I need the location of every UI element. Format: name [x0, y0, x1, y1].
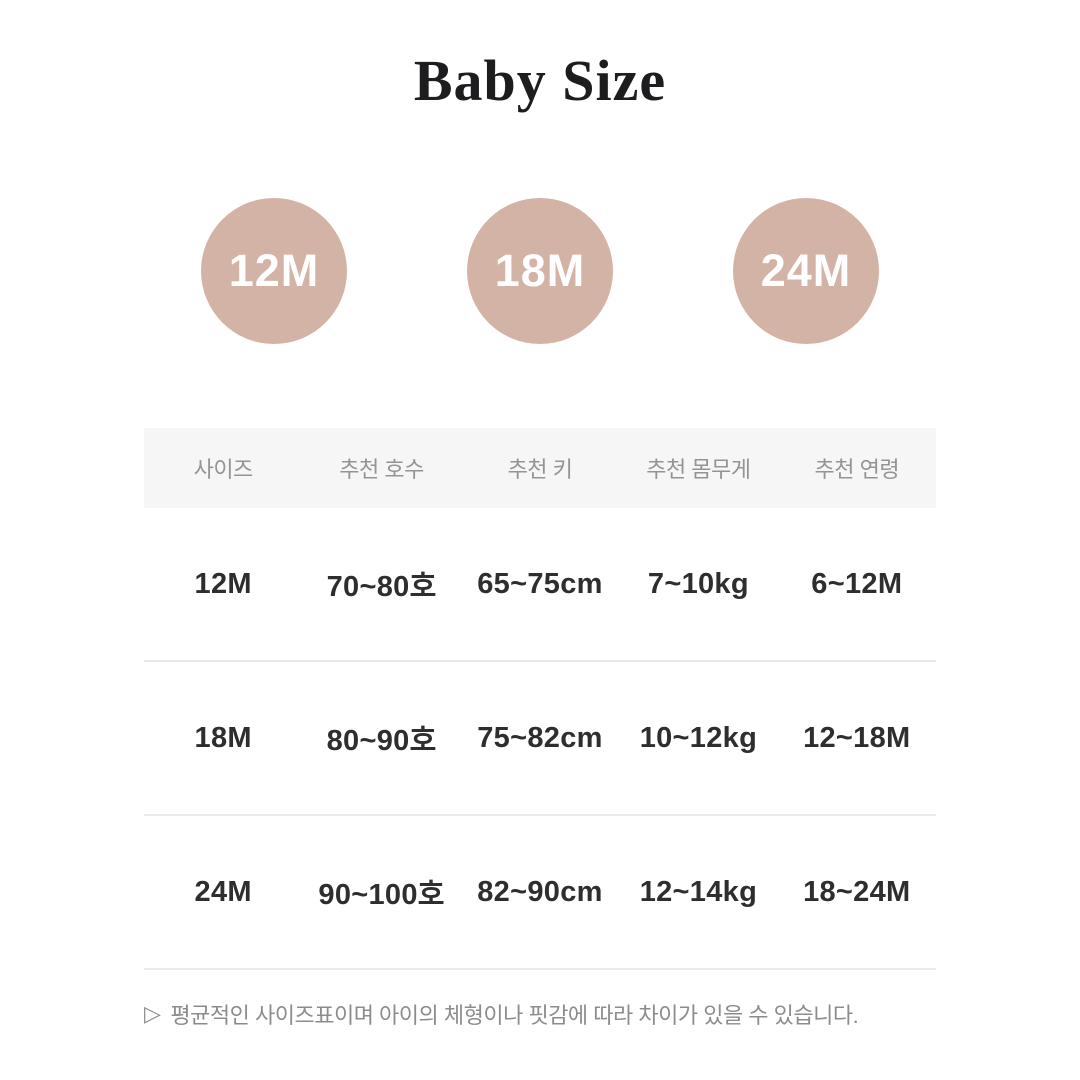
column-header-size: 사이즈: [193, 457, 254, 482]
cell-height: 75~82cm: [477, 721, 603, 754]
cell-size: 18M: [194, 721, 252, 754]
footnote-text: 평균적인 사이즈표이며 아이의 체형이나 핏감에 따라 차이가 있을 수 있습니…: [170, 1003, 859, 1028]
cell-size: 24M: [194, 875, 252, 908]
cell-height: 65~75cm: [477, 567, 603, 600]
size-table: 사이즈 추천 호수 추천 키 추천 몸무게 추천 연령 12M 70~80호 6…: [144, 428, 936, 970]
cell-weight: 10~12kg: [639, 721, 758, 754]
cell-number: 70~80호: [326, 571, 437, 603]
cell-number: 90~100호: [318, 879, 445, 911]
triangle-bullet-icon: ▷: [144, 1001, 161, 1026]
table-row-12m: 12M 70~80호 65~75cm 7~10kg 6~12M: [144, 508, 936, 662]
cell-age: 18~24M: [803, 875, 911, 908]
cell-weight: 12~14kg: [639, 875, 758, 908]
column-header-recommended-age: 추천 연령: [814, 457, 900, 482]
size-table-header-row: 사이즈 추천 호수 추천 키 추천 몸무게 추천 연령: [144, 428, 936, 508]
cell-size: 12M: [194, 567, 252, 600]
size-badge-18m: 18M: [467, 198, 613, 344]
size-badge-24m: 24M: [733, 198, 879, 344]
cell-height: 82~90cm: [477, 875, 603, 908]
cell-age: 6~12M: [811, 567, 903, 600]
cell-age: 12~18M: [803, 721, 911, 754]
column-header-recommended-height: 추천 키: [507, 457, 573, 482]
column-header-recommended-number: 추천 호수: [339, 457, 424, 482]
footnote: ▷ 평균적인 사이즈표이며 아이의 체형이나 핏감에 따라 차이가 있을 수 있…: [144, 998, 936, 1030]
page-title: Baby Size: [413, 48, 667, 113]
size-badges-row: 12M 18M 24M: [0, 198, 1080, 344]
cell-weight: 7~10kg: [647, 567, 749, 600]
table-row-24m: 24M 90~100호 82~90cm 12~14kg 18~24M: [144, 816, 936, 970]
table-row-18m: 18M 80~90호 75~82cm 10~12kg 12~18M: [144, 662, 936, 816]
column-header-recommended-weight: 추천 몸무게: [646, 457, 751, 482]
cell-number: 80~90호: [326, 725, 437, 757]
size-badge-12m: 12M: [201, 198, 347, 344]
